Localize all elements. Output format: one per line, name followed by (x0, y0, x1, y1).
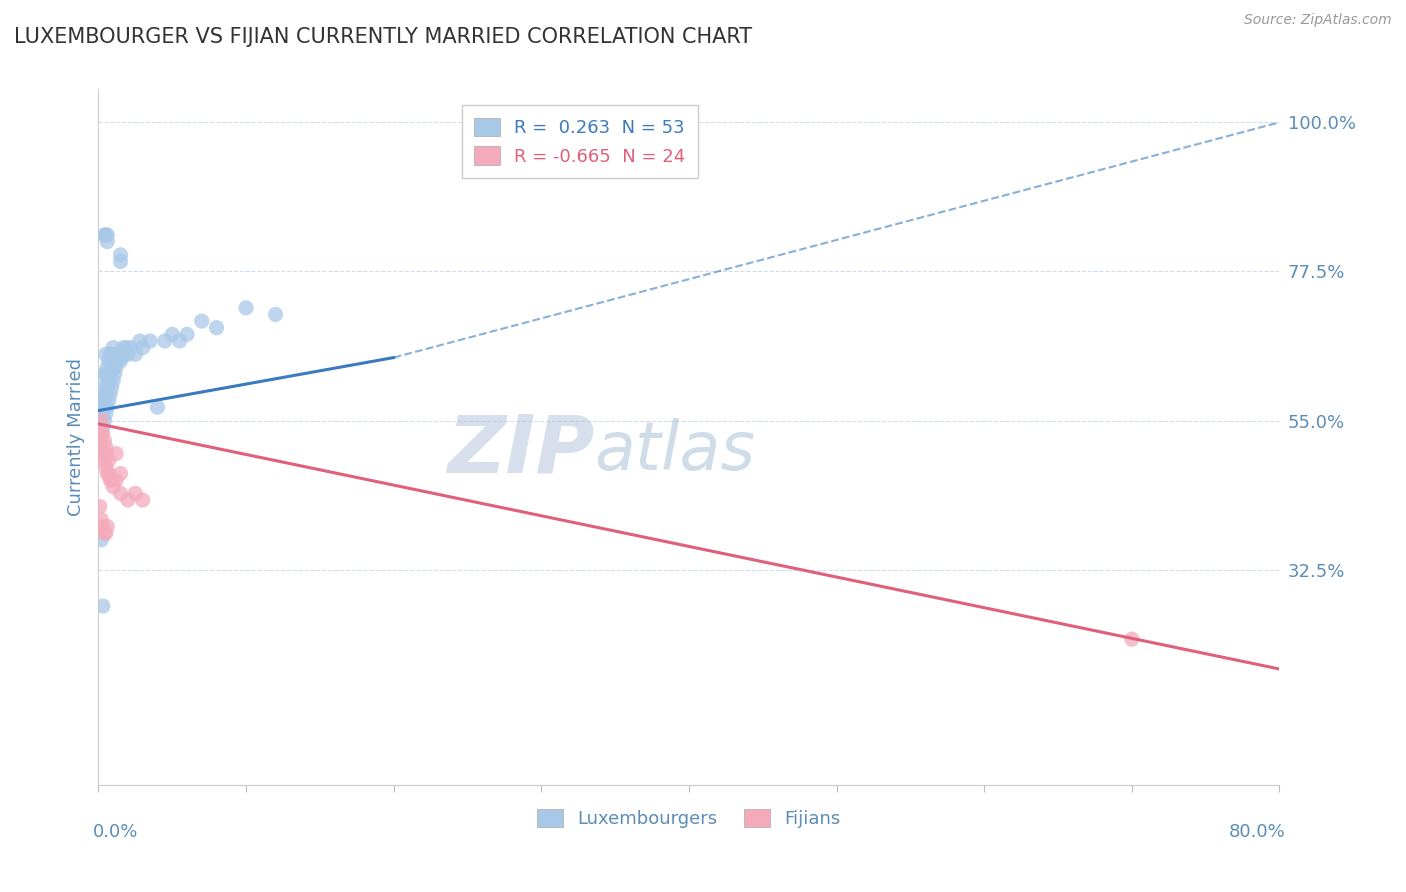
Y-axis label: Currently Married: Currently Married (66, 358, 84, 516)
Point (93, 434, 115, 448)
Point (94, 459, 117, 474)
Point (97, 354, 120, 368)
Text: LUXEMBOURGER VS FIJIAN CURRENTLY MARRIED CORRELATION CHART: LUXEMBOURGER VS FIJIAN CURRENTLY MARRIED… (14, 27, 752, 46)
Point (94, 440, 117, 454)
Point (112, 341, 135, 355)
Point (91, 599, 114, 613)
Point (191, 314, 214, 328)
Point (103, 341, 125, 355)
Point (264, 308, 287, 322)
Legend: Luxembourgers, Fijians: Luxembourgers, Fijians (530, 801, 848, 835)
Point (205, 320, 228, 334)
Point (93, 453, 115, 467)
Point (100, 360, 122, 375)
Point (96, 401, 118, 415)
Point (91, 401, 114, 415)
Point (100, 473, 122, 487)
Point (1121, 632, 1143, 647)
Point (91, 380, 114, 394)
Point (90, 393, 112, 408)
Point (103, 480, 125, 494)
Point (91, 426, 114, 441)
Point (91, 420, 114, 434)
Point (94, 407, 117, 421)
Point (97, 467, 120, 481)
Point (98, 347, 121, 361)
Point (89, 440, 111, 454)
Point (96, 519, 118, 533)
Point (90, 407, 112, 421)
Point (139, 334, 162, 348)
Point (96, 360, 118, 375)
Point (235, 301, 257, 315)
Point (110, 486, 132, 500)
Point (146, 401, 169, 415)
Point (114, 347, 136, 361)
Point (120, 341, 142, 355)
Point (89, 413, 111, 427)
Point (105, 347, 128, 361)
Point (110, 354, 132, 368)
Point (124, 347, 146, 361)
Point (97, 393, 120, 408)
Point (117, 493, 139, 508)
Point (97, 453, 120, 467)
Point (100, 380, 122, 394)
Point (93, 413, 115, 427)
Point (96, 447, 118, 461)
Point (105, 473, 128, 487)
Point (117, 347, 139, 361)
Point (94, 227, 117, 242)
Point (93, 367, 115, 381)
Point (90, 426, 112, 441)
Point (115, 341, 138, 355)
Point (110, 254, 132, 268)
Point (90, 413, 112, 427)
Text: 0.0%: 0.0% (93, 823, 138, 841)
Point (96, 380, 118, 394)
Point (108, 347, 131, 361)
Point (94, 387, 117, 401)
Point (91, 519, 114, 533)
Point (153, 334, 176, 348)
Point (96, 227, 118, 242)
Point (93, 227, 115, 242)
Point (90, 513, 112, 527)
Point (103, 374, 125, 388)
Point (91, 447, 114, 461)
Point (132, 493, 155, 508)
Point (97, 374, 120, 388)
Point (104, 354, 127, 368)
Point (105, 447, 128, 461)
Point (93, 526, 115, 541)
Point (110, 467, 132, 481)
Point (104, 367, 127, 381)
Text: ZIP: ZIP (447, 412, 595, 490)
Point (96, 235, 118, 249)
Point (94, 526, 117, 541)
Point (89, 500, 111, 514)
Point (111, 347, 134, 361)
Point (93, 393, 115, 408)
Point (176, 327, 198, 342)
Point (103, 360, 125, 375)
Point (90, 533, 112, 547)
Point (96, 467, 118, 481)
Point (94, 347, 117, 361)
Point (110, 248, 132, 262)
Text: atlas: atlas (595, 418, 755, 484)
Point (98, 367, 121, 381)
Point (94, 367, 117, 381)
Point (105, 360, 128, 375)
Text: 80.0%: 80.0% (1229, 823, 1285, 841)
Point (98, 387, 121, 401)
Point (98, 473, 121, 487)
Point (124, 486, 146, 500)
Point (169, 334, 191, 348)
Point (128, 334, 150, 348)
Point (132, 341, 155, 355)
Point (107, 354, 129, 368)
Text: Source: ZipAtlas.com: Source: ZipAtlas.com (1244, 13, 1392, 28)
Point (162, 327, 183, 342)
